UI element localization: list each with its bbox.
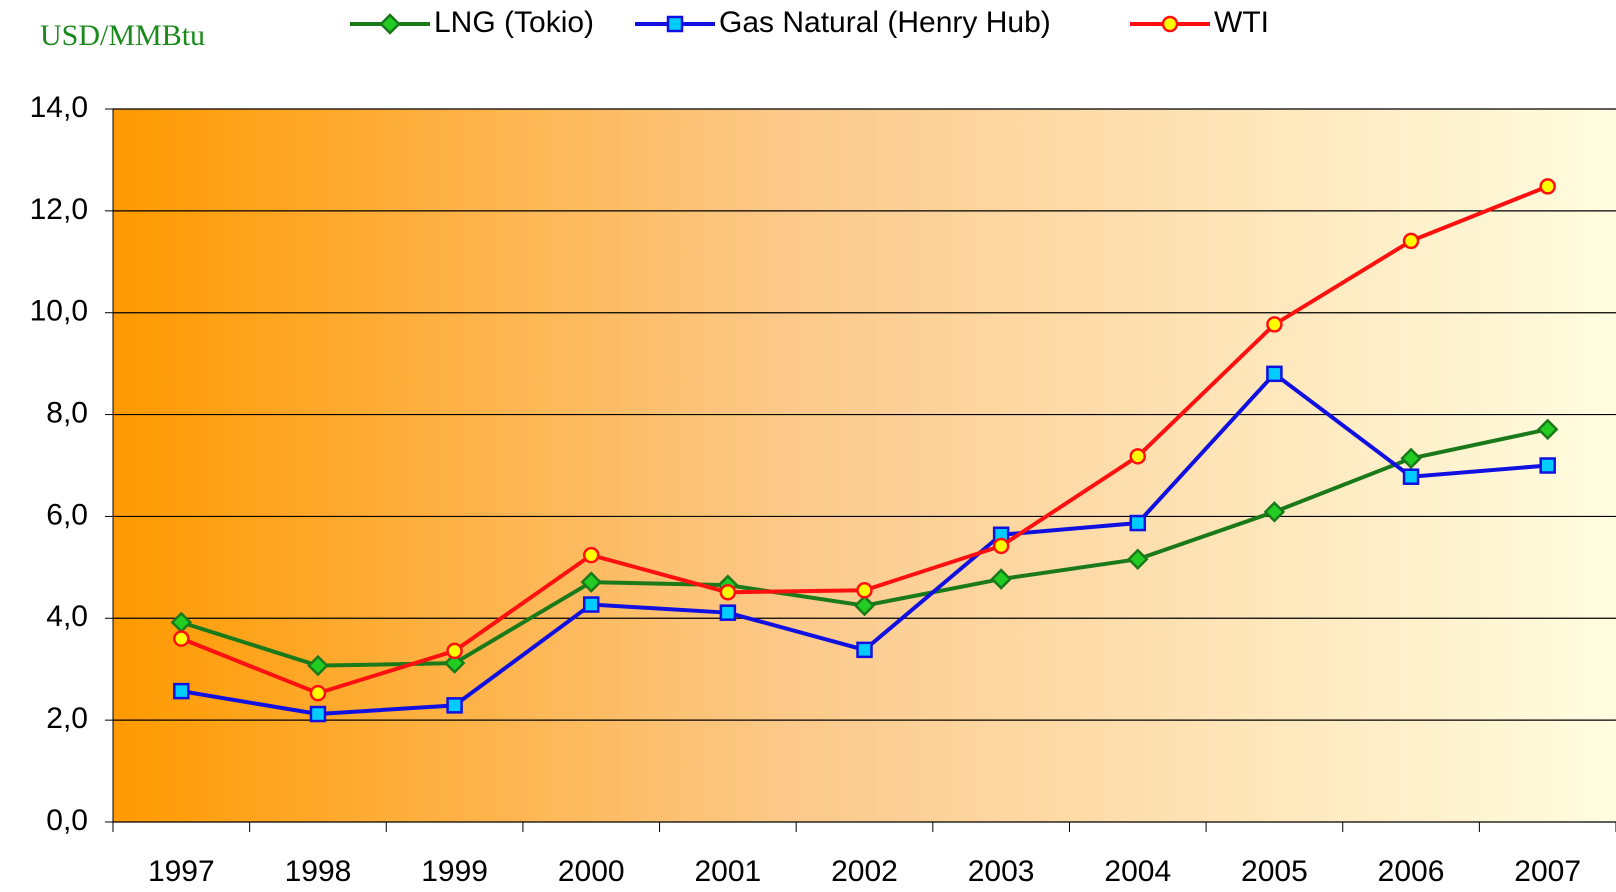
marker <box>856 582 873 599</box>
marker <box>580 571 602 593</box>
legend-label: WTI <box>1214 6 1269 39</box>
x-tick-label: 2001 <box>694 855 761 888</box>
marker <box>582 546 600 564</box>
x-tick-label: 2005 <box>1241 855 1308 888</box>
marker <box>990 568 1012 590</box>
marker <box>856 641 873 659</box>
plot-area <box>113 109 1616 822</box>
x-tick-label: 2003 <box>968 855 1035 888</box>
marker <box>446 697 463 714</box>
y-tick-label: 12,0 <box>30 193 88 226</box>
marker <box>666 15 684 33</box>
x-tick-label: 1997 <box>148 855 215 888</box>
marker <box>582 596 600 613</box>
legend-label: LNG (Tokio) <box>434 6 594 39</box>
legend-label: Gas Natural (Henry Hub) <box>719 6 1051 39</box>
marker <box>379 13 401 35</box>
marker <box>173 630 190 647</box>
x-tick-label: 2004 <box>1104 855 1171 888</box>
marker <box>446 642 463 660</box>
x-tick-label: 2007 <box>1514 855 1581 888</box>
marker <box>1129 448 1147 465</box>
marker <box>1263 501 1286 523</box>
marker <box>719 604 737 621</box>
y-tick-label: 0,0 <box>46 804 88 837</box>
marker <box>1402 232 1420 250</box>
marker <box>443 652 466 674</box>
x-tick-label: 2002 <box>831 855 898 888</box>
marker <box>309 705 327 723</box>
marker <box>309 684 327 702</box>
y-tick-label: 6,0 <box>46 498 88 531</box>
x-tick-label: 2000 <box>558 855 625 888</box>
marker <box>992 537 1010 555</box>
y-tick-label: 2,0 <box>46 702 88 735</box>
y-tick-label: 4,0 <box>46 600 88 633</box>
x-tick-label: 1999 <box>421 855 488 888</box>
y-tick-label: 8,0 <box>46 396 88 429</box>
x-tick-label: 1998 <box>285 855 352 888</box>
marker <box>719 584 737 601</box>
marker <box>173 682 190 700</box>
marker <box>1266 365 1283 383</box>
y-axis-label: USD/MMBtu <box>40 19 205 52</box>
marker <box>1266 316 1283 333</box>
y-tick-label: 14,0 <box>30 91 88 124</box>
marker <box>1536 418 1559 441</box>
marker <box>1539 178 1556 195</box>
marker <box>307 654 329 677</box>
y-tick-label: 10,0 <box>30 295 88 328</box>
marker <box>1400 447 1422 470</box>
x-tick-label: 2006 <box>1378 855 1445 888</box>
marker <box>853 594 876 617</box>
marker <box>1161 15 1179 33</box>
marker <box>1129 514 1147 532</box>
marker <box>1539 457 1556 474</box>
marker <box>1402 468 1420 485</box>
marker <box>1127 548 1149 570</box>
